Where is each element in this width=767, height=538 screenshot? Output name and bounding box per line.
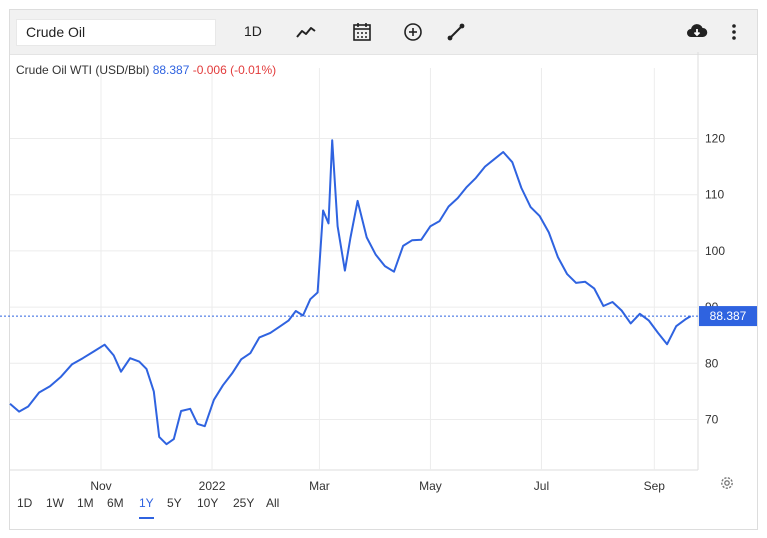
range-button-6m[interactable]: 6M [107, 496, 124, 510]
x-tick-label: Sep [644, 479, 666, 493]
range-button-25y[interactable]: 25Y [233, 496, 255, 510]
range-button-1m[interactable]: 1M [77, 496, 94, 510]
x-tick-label: Mar [309, 479, 330, 493]
add-circle-icon[interactable] [402, 21, 424, 43]
x-tick-label: Nov [90, 479, 111, 493]
more-vertical-icon[interactable] [723, 21, 745, 43]
range-button-1d[interactable]: 1D [17, 496, 33, 510]
legend-price: 88.387 [152, 63, 190, 77]
range-button-all[interactable]: All [266, 496, 280, 510]
y-tick-label: 110 [705, 188, 724, 202]
range-button-10y[interactable]: 10Y [197, 496, 219, 510]
chart-legend: Crude Oil WTI (USD/Bbl) 88.387 -0.006 (-… [16, 63, 276, 77]
price-line [9, 139, 692, 446]
x-tick-label: 2022 [199, 479, 226, 493]
x-tick-label: May [419, 479, 442, 493]
range-button-1y[interactable]: 1Y [139, 494, 154, 519]
calendar-icon[interactable] [351, 21, 373, 43]
draw-line-icon[interactable] [445, 21, 467, 43]
legend-instrument: Crude Oil WTI (USD/Bbl) [16, 63, 150, 77]
last-price-label: 88.387 [710, 309, 747, 323]
y-tick-label: 120 [705, 132, 725, 146]
x-tick-label: Jul [534, 479, 549, 493]
line-chart-icon[interactable] [295, 21, 317, 43]
interval-selector[interactable]: 1D [244, 23, 262, 39]
download-cloud-icon[interactable] [686, 21, 708, 43]
legend-change: -0.006 (-0.01%) [192, 63, 277, 77]
symbol-search-input[interactable]: Crude Oil [16, 19, 216, 46]
chart-widget: Crude Oil 1D [9, 9, 758, 530]
settings-gear-icon[interactable] [718, 474, 736, 492]
y-tick-label: 80 [705, 356, 719, 370]
range-button-1w[interactable]: 1W [46, 496, 64, 510]
range-button-5y[interactable]: 5Y [167, 496, 182, 510]
last-price-badge [699, 306, 757, 327]
y-tick-label: 70 [705, 412, 719, 426]
toolbar: Crude Oil 1D [10, 10, 757, 55]
y-tick-label: 100 [705, 244, 725, 258]
